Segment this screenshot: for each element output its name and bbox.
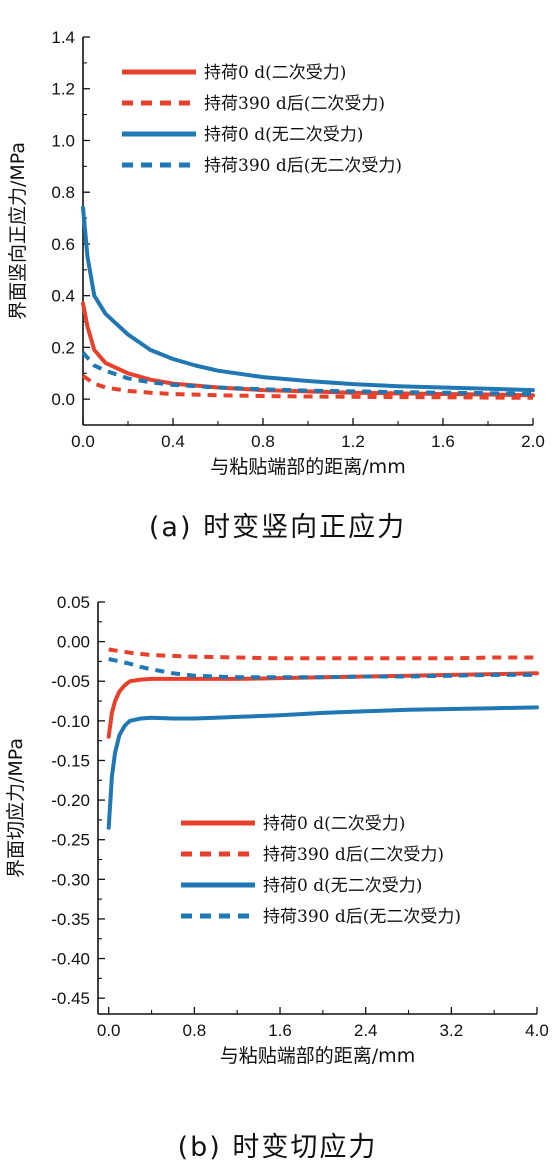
x-tick-label: 0.4 xyxy=(161,432,185,451)
series-line-4 xyxy=(81,351,534,396)
y-tick-label: 0.4 xyxy=(51,287,75,306)
series-line-4 xyxy=(108,657,537,680)
x-tick-label: 2.4 xyxy=(354,1021,378,1040)
y-tick-label: 0.0 xyxy=(51,390,75,409)
series-line-2 xyxy=(81,374,534,400)
series-line-3 xyxy=(106,705,539,830)
legend-label: 持荷0 d(二次受力) xyxy=(204,63,346,83)
y-tick-label: -0.40 xyxy=(51,950,90,969)
legend-label: 持荷390 d后(无二次受力) xyxy=(204,156,402,176)
legend-label: 持荷390 d后(无二次受力) xyxy=(263,907,461,927)
x-tick-label: 0.8 xyxy=(251,432,275,451)
chart-panel-a: 0.0 0.4 0.8 1.2 1.6 2.0 0.0 0.2 0.4 0.6 0.8 1.0 1.2 1… xyxy=(0,0,555,560)
series-line-1 xyxy=(106,671,539,739)
y-tick-label: 1.0 xyxy=(51,131,75,150)
y-tick-label: -0.20 xyxy=(51,791,90,810)
y-tick-label: -0.25 xyxy=(51,831,90,850)
series-line-3 xyxy=(81,205,535,393)
y-tick-label: -0.10 xyxy=(51,712,90,731)
legend-label: 持荷390 d后(二次受力) xyxy=(204,94,385,114)
x-tick-label: 3.2 xyxy=(440,1021,464,1040)
y-axis-title: 界面切应力/MPa xyxy=(5,738,27,878)
caption-a: (a) 时变竖向正应力 xyxy=(148,512,407,543)
x-tick-label: 4.0 xyxy=(525,1021,549,1040)
chart-b-svg: 0.0 0.8 1.6 2.4 3.2 4.0 0.05 0.00 -0.05 -0.10 -0.1… xyxy=(5,593,549,1067)
x-tick-label: 0.0 xyxy=(97,1021,121,1040)
caption-b: (b) 时变切应力 xyxy=(177,1132,378,1163)
x-tick-label: 1.6 xyxy=(431,432,455,451)
chart-panel-b: 0.0 0.8 1.6 2.4 3.2 4.0 0.05 0.00 -0.05 -0.10 -0.1… xyxy=(0,580,555,1163)
legend-label: 持荷390 d后(二次受力) xyxy=(263,845,444,865)
y-axis-title: 界面竖向正应力/MPa xyxy=(7,142,29,320)
x-tick-label: 0.0 xyxy=(71,432,95,451)
y-tick-label: 0.05 xyxy=(57,593,90,612)
y-tick-label: -0.05 xyxy=(51,672,90,691)
x-tick-label: 1.2 xyxy=(341,432,365,451)
chart-a-svg: 0.0 0.4 0.8 1.2 1.6 2.0 0.0 0.2 0.4 0.6 0.8 1.0 1.2 1… xyxy=(7,28,545,478)
y-tick-label: 1.4 xyxy=(51,28,75,47)
y-tick-label: 0.8 xyxy=(51,183,75,202)
x-tick-label: 1.6 xyxy=(268,1021,292,1040)
x-axis-title: 与粘贴端部的距离/mm xyxy=(220,1045,415,1067)
y-tick-label: 0.2 xyxy=(51,338,75,357)
x-tick-label: 0.8 xyxy=(183,1021,207,1040)
y-tick-label: -0.15 xyxy=(51,751,90,770)
x-tick-label: 2.0 xyxy=(521,432,545,451)
y-tick-label: 1.2 xyxy=(51,80,75,99)
y-tick-label: -0.35 xyxy=(51,910,90,929)
x-axis-title: 与粘贴端部的距离/mm xyxy=(210,456,405,478)
y-tick-label: 0.00 xyxy=(57,633,90,652)
y-tick-label: 0.6 xyxy=(51,235,75,254)
legend-label: 持荷0 d(二次受力) xyxy=(263,814,405,834)
legend-label: 持荷0 d(无二次受力) xyxy=(204,125,363,145)
series-line-2 xyxy=(108,647,537,661)
legend-label: 持荷0 d(无二次受力) xyxy=(263,876,422,896)
y-tick-label: -0.30 xyxy=(51,870,90,889)
y-tick-label: -0.45 xyxy=(51,989,90,1008)
